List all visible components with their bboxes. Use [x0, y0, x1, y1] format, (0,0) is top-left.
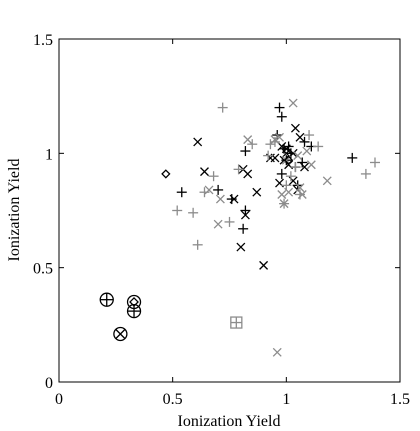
data-point-x: [302, 146, 312, 156]
data-point-plus: [281, 180, 292, 191]
data-point-x: [290, 123, 300, 133]
data-point-plus: [360, 168, 371, 179]
data-point-plus: [299, 136, 310, 147]
data-point-x: [275, 132, 284, 142]
data-point-circle-diamond: [126, 294, 142, 310]
axis-ticks: 0 0.5 1 1.5 0 0.5 1 1.5: [33, 32, 410, 408]
data-point-x: [236, 242, 246, 252]
data-point-plus: [192, 239, 203, 250]
y-tick-label: 0: [45, 375, 53, 392]
data-point-x: [240, 210, 250, 220]
x-tick-label: 1.5: [390, 391, 410, 408]
data-point-x: [288, 98, 298, 108]
data-point-x: [252, 187, 262, 197]
data-point-plus: [263, 150, 274, 161]
y-tick-label: 1.5: [33, 32, 53, 49]
data-point-plus: [347, 152, 358, 163]
data-point-x: [193, 137, 203, 147]
data-point-x: [229, 194, 239, 204]
data-point-plus: [224, 216, 235, 227]
data-point-x: [277, 190, 287, 199]
data-point-circle-x: [113, 326, 128, 342]
data-point-plus: [240, 146, 251, 157]
data-point-plus: [208, 171, 219, 182]
data-point-plus: [274, 102, 285, 113]
data-point-plus: [226, 194, 237, 205]
data-point-plus: [176, 187, 187, 198]
data-point-circle-plus: [99, 292, 114, 307]
data-point-plus: [313, 141, 324, 152]
data-point-plus: [199, 187, 210, 198]
data-point-plus: [247, 139, 258, 150]
data-point-x: [204, 185, 214, 195]
data-point-plus: [265, 139, 276, 150]
data-point-plus: [369, 157, 380, 168]
data-point-x: [213, 219, 223, 229]
data-point-plus: [297, 157, 308, 168]
x-tick-label: 0: [55, 391, 63, 408]
data-point-plus: [240, 205, 251, 216]
data-point-x: [306, 160, 316, 170]
y-tick-label: 1: [45, 146, 53, 163]
data-point-x: [215, 194, 225, 204]
data-point-plus: [233, 164, 244, 175]
data-point-plus: [276, 168, 287, 179]
data-point-plus: [172, 205, 183, 216]
data-point-x: [295, 132, 305, 142]
data-point-x: [284, 187, 294, 197]
x-axis-label: Ionization Yield: [178, 413, 281, 430]
data-point-x: [295, 183, 305, 193]
plot-frame: [58, 38, 401, 383]
data-point-x: [293, 151, 303, 161]
data-marks: [99, 98, 380, 357]
data-point-x: [288, 148, 298, 158]
data-point-x: [270, 135, 280, 145]
data-point-x: [281, 144, 291, 154]
data-point-plus: [217, 102, 228, 113]
data-point-x: [200, 167, 209, 177]
data-point-diamond: [161, 169, 171, 179]
data-point-plus: [285, 148, 296, 159]
data-point-plus: [238, 223, 249, 234]
data-point-plus: [304, 130, 315, 141]
data-point-x: [277, 142, 287, 151]
data-point-plus: [290, 162, 301, 173]
data-point-x: [279, 199, 289, 209]
data-point-x: [243, 169, 253, 179]
data-point-x: [322, 176, 332, 186]
y-tick-label: 0.5: [33, 261, 53, 278]
data-point-x: [300, 162, 309, 172]
data-point-plus: [294, 189, 305, 200]
data-point-plus: [285, 171, 296, 182]
data-point-plus: [269, 136, 280, 147]
data-point-x: [272, 347, 282, 357]
data-point-plus: [213, 184, 224, 195]
data-point-diamond: [283, 155, 294, 165]
y-axis-label: Ionization Yield: [6, 159, 23, 262]
data-point-square-plus: [230, 316, 243, 329]
data-point-plus: [276, 111, 287, 122]
x-tick-label: 1: [282, 391, 290, 408]
data-point-x: [243, 135, 253, 145]
x-tick-label: 0.5: [163, 391, 183, 408]
data-point-x: [297, 190, 307, 199]
data-point-plus: [188, 207, 199, 218]
data-point-x: [259, 260, 269, 270]
